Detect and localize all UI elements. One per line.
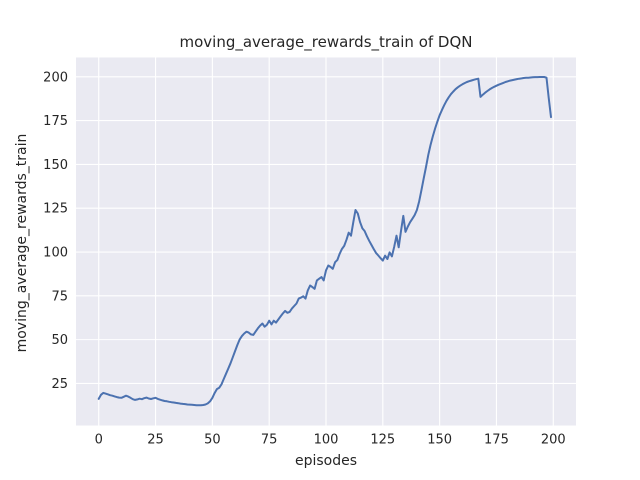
x-axis-label: episodes	[294, 453, 358, 469]
x-tick-label: 150	[427, 433, 452, 448]
data-line	[97, 76, 552, 407]
x-tick-labels: 0 25 50 75 100 125 150 175 200	[95, 433, 566, 448]
y-tick-labels: 25 50 75 100 125 150 175 200	[43, 70, 68, 392]
x-tick-label: 0	[95, 433, 103, 448]
y-tick-label: 50	[51, 333, 68, 348]
y-tick-label: 200	[43, 70, 68, 85]
x-tick-label: 75	[261, 433, 278, 448]
y-tick-label: 75	[51, 289, 68, 304]
y-tick-label: 25	[51, 377, 68, 392]
x-tick-label: 175	[484, 433, 509, 448]
x-tick-label: 125	[370, 433, 395, 448]
x-tick-label: 200	[541, 433, 566, 448]
y-tick-label: 175	[43, 114, 68, 129]
chart-title: moving_average_rewards_train of DQN	[179, 33, 473, 51]
grid-lines	[76, 57, 576, 426]
x-tick-label: 100	[314, 433, 339, 448]
series-line	[97, 76, 552, 407]
y-tick-label: 125	[43, 202, 68, 217]
y-tick-label: 100	[43, 246, 68, 261]
y-tick-label: 150	[43, 158, 68, 173]
x-tick-label: 25	[147, 433, 164, 448]
x-tick-label: 50	[204, 433, 221, 448]
